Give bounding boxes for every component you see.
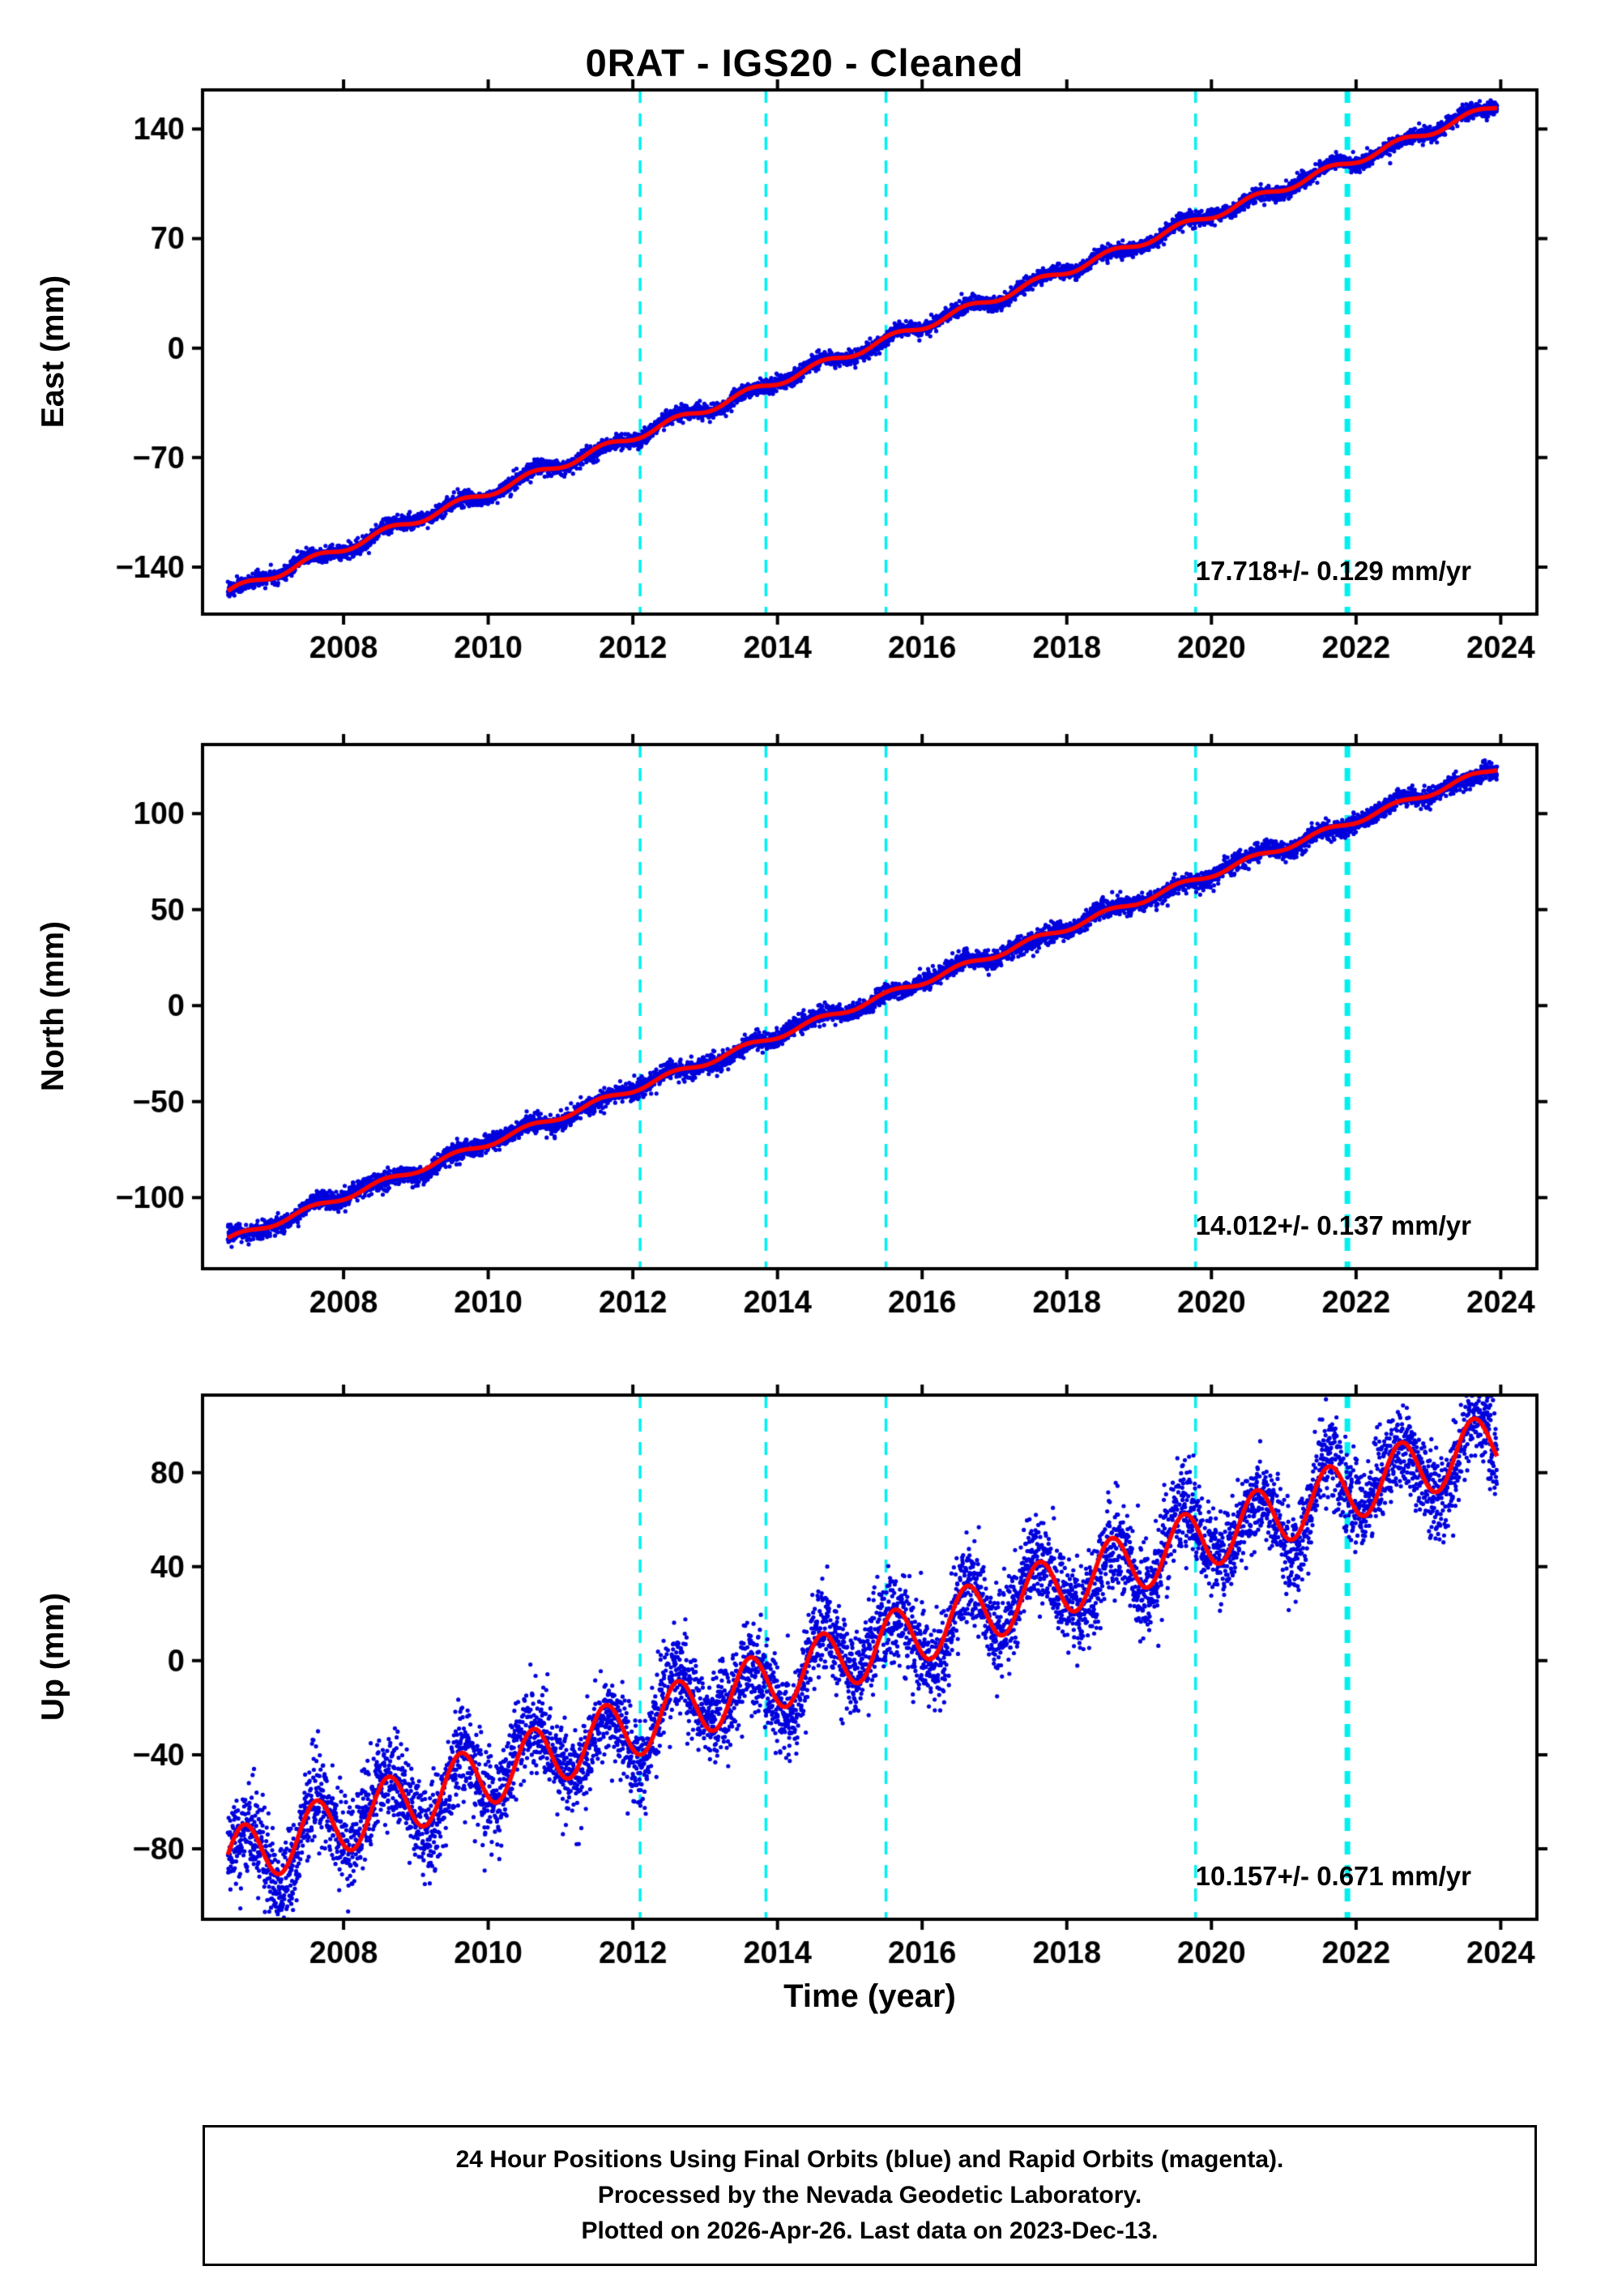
north-chart-canvas bbox=[0, 727, 1609, 1334]
east-rate-annotation: 17.718+/- 0.129 mm/yr bbox=[1195, 556, 1471, 586]
time-axis-label: Time (year) bbox=[783, 1978, 956, 2014]
north-axis-label: North (mm) bbox=[36, 920, 70, 1092]
caption-box: 24 Hour Positions Using Final Orbits (bl… bbox=[203, 2125, 1537, 2266]
up-chart-canvas bbox=[0, 1377, 1609, 1984]
east-chart-canvas bbox=[0, 72, 1609, 679]
caption-line-3: Plotted on 2026-Apr-26. Last data on 202… bbox=[581, 2217, 1159, 2244]
up-rate-annotation: 10.157+/- 0.671 mm/yr bbox=[1195, 1861, 1471, 1891]
east-axis-label: East (mm) bbox=[36, 275, 70, 429]
caption-line-1: 24 Hour Positions Using Final Orbits (bl… bbox=[455, 2146, 1284, 2173]
caption-line-2: Processed by the Nevada Geodetic Laborat… bbox=[597, 2182, 1142, 2209]
north-rate-annotation: 14.012+/- 0.137 mm/yr bbox=[1195, 1210, 1471, 1240]
up-axis-label: Up (mm) bbox=[36, 1592, 70, 1722]
